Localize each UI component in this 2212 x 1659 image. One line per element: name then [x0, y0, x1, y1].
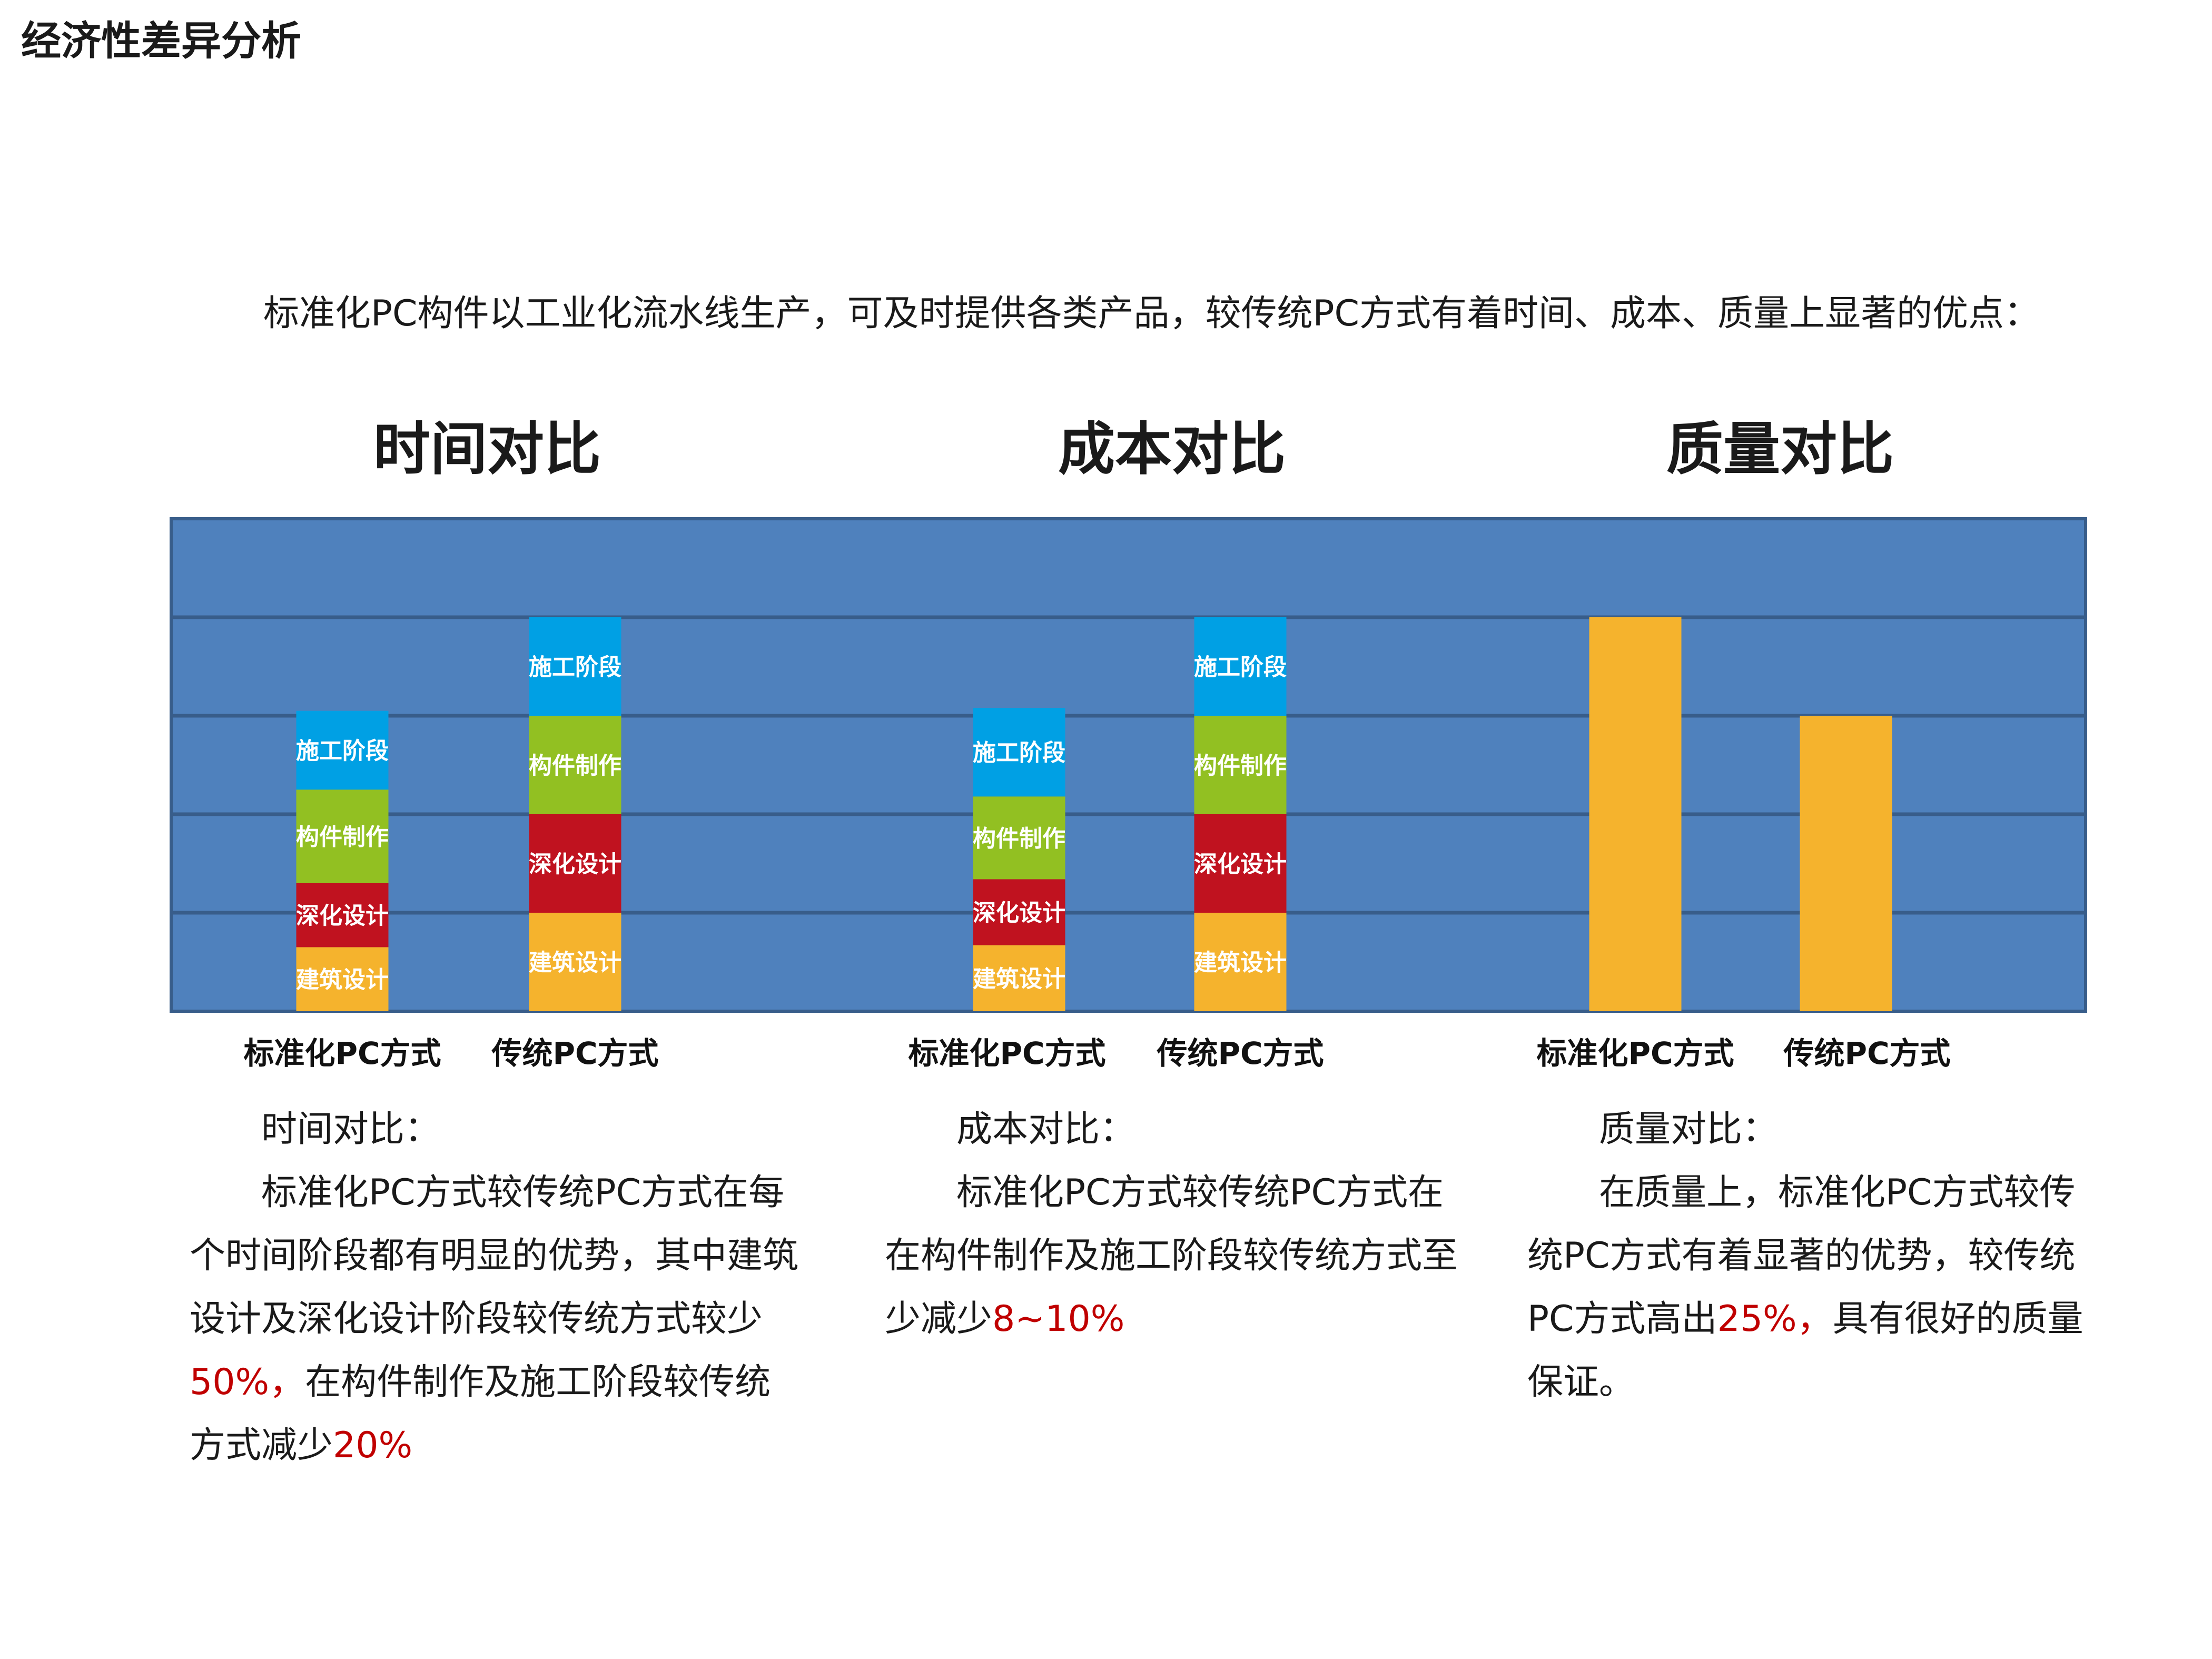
cost-description-text-1: 标准化PC方式较传统PC方式在在构件制作及施工阶段较传统方式至少减少 [885, 1172, 1458, 1340]
bar-segment [1194, 913, 1287, 1011]
bar-segment [1194, 617, 1287, 716]
cost-description-highlight-1: 8~10% [992, 1298, 1125, 1340]
bar-segment-label: 施工阶段 [1194, 654, 1287, 681]
bar-segment [973, 796, 1065, 880]
bar-segment-label: 施工阶段 [296, 737, 389, 764]
bar-segment-label: 构件制作 [973, 825, 1065, 852]
bar-segment-label: 构件制作 [296, 824, 389, 851]
bar-segment-label: 深化设计 [529, 851, 621, 878]
bar-segment [973, 708, 1065, 797]
time-description-body: 标准化PC方式较传统PC方式在每个时间阶段都有明显的优势，其中建筑设计及深化设计… [190, 1161, 806, 1477]
quality-description-body: 在质量上，标准化PC方式较传统PC方式有着显著的优势，较传统PC方式高出25%，… [1527, 1161, 2086, 1414]
quality-description: 质量对比： 在质量上，标准化PC方式较传统PC方式有着显著的优势，较传统PC方式… [1527, 1098, 2086, 1414]
bar [1589, 617, 1682, 1011]
category-label: 标准化PC方式 [908, 1035, 1105, 1071]
bar-segment-label: 深化设计 [296, 903, 389, 930]
bar-segment [529, 913, 621, 1011]
time-description-highlight-1: 50%， [190, 1361, 305, 1403]
bar-segment [1194, 814, 1287, 913]
bar-segment-label: 建筑设计 [529, 950, 621, 976]
bar-segment-label: 构件制作 [1194, 753, 1287, 779]
bar-segment [296, 883, 389, 947]
time-description-heading: 时间对比： [261, 1109, 441, 1150]
bar [1800, 716, 1892, 1011]
category-label: 传统PC方式 [1783, 1035, 1950, 1071]
intro-text: 标准化PC构件以工业化流水线生产，可及时提供各类产品，较传统PC方式有着时间、成… [263, 293, 2040, 334]
bar-segment-label: 施工阶段 [973, 739, 1065, 766]
bar-segment-label: 构件制作 [529, 753, 621, 779]
cost-description-heading: 成本对比： [956, 1109, 1136, 1150]
category-label: 标准化PC方式 [243, 1035, 441, 1071]
quality-description-heading: 质量对比： [1599, 1109, 1779, 1150]
bar-segment [296, 947, 389, 1011]
bar-segment-label: 建筑设计 [973, 965, 1065, 992]
quality-comparison-title: 质量对比 [1666, 417, 1894, 482]
time-description-text-1: 标准化PC方式较传统PC方式在每个时间阶段都有明显的优势，其中建筑设计及深化设计… [190, 1172, 799, 1340]
category-label: 标准化PC方式 [1536, 1035, 1734, 1071]
bar-segment-label: 建筑设计 [296, 966, 389, 993]
time-description: 时间对比： 标准化PC方式较传统PC方式在每个时间阶段都有明显的优势，其中建筑设… [190, 1098, 806, 1477]
cost-comparison-title: 成本对比 [1058, 417, 1286, 482]
quality-description-text-2: 具有很好的质量保证。 [1527, 1298, 2083, 1403]
bar-segment [529, 617, 621, 716]
cost-description-body: 标准化PC方式较传统PC方式在在构件制作及施工阶段较传统方式至少减少8~10% [885, 1161, 1475, 1351]
cost-description: 成本对比： 标准化PC方式较传统PC方式在在构件制作及施工阶段较传统方式至少减少… [885, 1098, 1475, 1351]
bar-segment-label: 建筑设计 [1194, 950, 1287, 976]
bar-segment [973, 879, 1065, 945]
bar-segment [296, 789, 389, 883]
bar-segment [529, 716, 621, 814]
bar-segment [296, 710, 389, 790]
bar-segment-label: 深化设计 [1194, 851, 1287, 878]
bar-segment-label: 施工阶段 [529, 654, 621, 681]
plot-background [170, 517, 2087, 1013]
bar-segment [529, 814, 621, 913]
bar-segment [1194, 716, 1287, 814]
page-title: 经济性差异分析 [21, 17, 301, 64]
time-description-text-2: 在构件制作及施工阶段较传统方式减少 [190, 1361, 771, 1466]
quality-description-highlight-1: 25%， [1717, 1298, 1833, 1340]
bar-segment-label: 深化设计 [973, 900, 1065, 926]
category-label: 传统PC方式 [491, 1035, 658, 1071]
bar-segment [973, 945, 1065, 1011]
quality-description-text-1: 在质量上，标准化PC方式较传统PC方式有着显著的优势，较传统PC方式高出 [1527, 1172, 2076, 1340]
category-label: 传统PC方式 [1156, 1035, 1324, 1071]
time-description-highlight-2: 20% [333, 1425, 413, 1466]
time-comparison-title: 时间对比 [373, 417, 601, 482]
